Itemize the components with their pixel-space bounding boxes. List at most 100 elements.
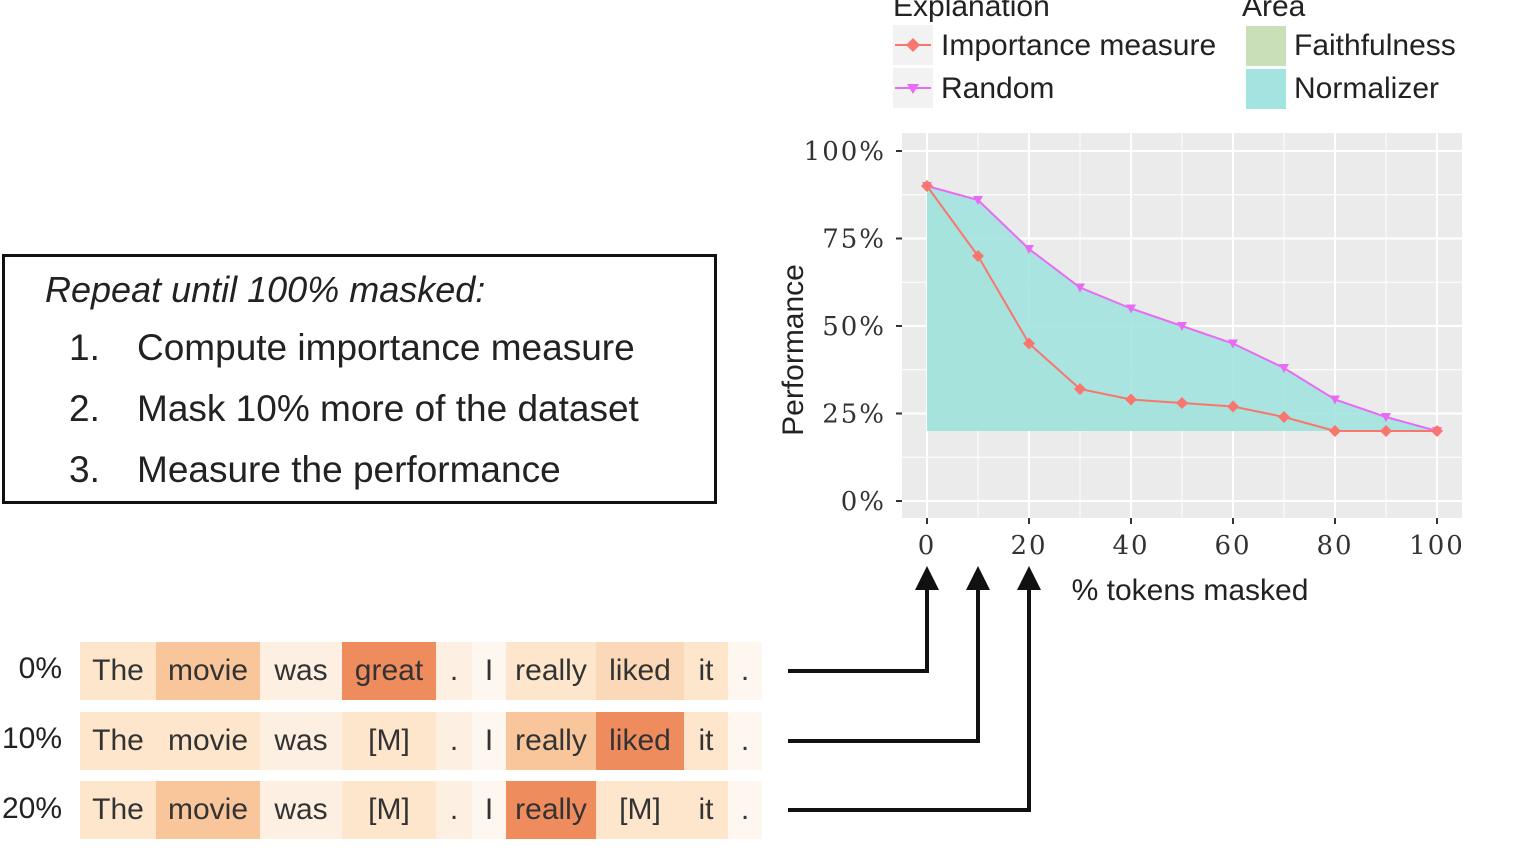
token: really xyxy=(506,642,596,700)
y-tick-label: 75% xyxy=(822,225,886,255)
importance-point xyxy=(1074,383,1086,395)
legend-random-triangle-icon xyxy=(907,84,919,94)
legend-title-area: Area xyxy=(1242,0,1306,23)
connector-line xyxy=(788,590,1031,812)
step-text: Mask 10% more of the dataset xyxy=(137,388,639,429)
token: it xyxy=(684,712,728,770)
normalizer-area xyxy=(927,186,1437,431)
token: I xyxy=(472,712,506,770)
legend-label-importance: Importance measure xyxy=(941,29,1216,62)
token: . xyxy=(728,712,762,770)
token: . xyxy=(436,712,472,770)
x-tick-label: 40 xyxy=(1112,531,1149,561)
arrowhead-icon xyxy=(915,566,939,590)
token: I xyxy=(472,781,506,839)
token: I xyxy=(472,642,506,700)
random-point xyxy=(1330,395,1340,405)
importance-point xyxy=(1023,337,1035,350)
random-point xyxy=(1228,339,1238,349)
y-tick-label: 50% xyxy=(822,312,886,342)
importance-point xyxy=(1227,400,1239,413)
step-text: Compute importance measure xyxy=(137,327,635,368)
token: [M] xyxy=(596,781,684,839)
connector-line xyxy=(788,590,929,673)
legend-label-normalizer: Normalizer xyxy=(1294,72,1439,105)
step-number: 3. xyxy=(69,449,100,490)
algorithm-step-3: 3. Measure the performance xyxy=(69,449,561,491)
y-tick-label: 0% xyxy=(841,487,886,517)
token: was xyxy=(260,642,342,700)
legend-label-faithfulness: Faithfulness xyxy=(1294,29,1456,62)
importance-point xyxy=(1176,397,1188,409)
random-point xyxy=(973,196,983,205)
algorithm-step-2: 2. Mask 10% more of the dataset xyxy=(69,388,639,430)
importance-point xyxy=(1125,393,1137,406)
random-point xyxy=(1075,283,1085,293)
random-point xyxy=(1126,304,1136,314)
token: it xyxy=(684,642,728,700)
row-label-10: 10% xyxy=(1,722,62,755)
token: [M] xyxy=(342,712,436,770)
step-number: 1. xyxy=(69,327,100,368)
random-point xyxy=(1024,245,1034,254)
token: liked xyxy=(596,642,684,700)
legend-importance-diamond-icon xyxy=(906,38,920,52)
random-point xyxy=(1177,322,1187,331)
x-tick-label: 20 xyxy=(1010,531,1047,561)
token: was xyxy=(260,781,342,839)
x-axis-ticks: 0 20 40 60 80 100 xyxy=(918,518,1465,561)
random-point xyxy=(1279,364,1289,373)
connector-arrows xyxy=(788,566,1041,812)
importance-point xyxy=(1380,425,1392,437)
token: great xyxy=(342,642,436,700)
arrowhead-icon xyxy=(1017,566,1041,590)
legend-title-explanation: Explanation xyxy=(893,0,1050,23)
token: movie xyxy=(156,712,260,770)
importance-point xyxy=(1329,425,1341,437)
row-label-20: 20% xyxy=(1,792,62,825)
x-tick-label: 100 xyxy=(1409,531,1465,561)
legend-faithfulness-swatch xyxy=(1246,26,1286,66)
shaded-areas xyxy=(927,186,1437,431)
step-number: 2. xyxy=(69,388,100,429)
y-axis-ticks: 0% 25% 50% 75% 100% xyxy=(804,137,902,517)
importance-point xyxy=(972,250,984,262)
token: The xyxy=(80,712,156,770)
x-tick-label: 60 xyxy=(1214,531,1251,561)
token: [M] xyxy=(342,781,436,839)
token: The xyxy=(80,781,156,839)
legend: Explanation Area Importance measure Rand… xyxy=(893,0,1456,109)
x-tick-label: 80 xyxy=(1316,531,1353,561)
random-point xyxy=(1381,413,1391,422)
importance-point xyxy=(1278,411,1290,423)
token: was xyxy=(260,712,342,770)
connector-line xyxy=(788,590,980,743)
legend-normalizer-swatch xyxy=(1246,69,1286,109)
token: . xyxy=(728,781,762,839)
token: . xyxy=(436,642,472,700)
legend-label-random: Random xyxy=(941,72,1054,105)
token: The xyxy=(80,642,156,700)
y-axis-title: Performance xyxy=(777,264,810,436)
arrowhead-icon xyxy=(966,566,990,590)
x-tick-label: 0 xyxy=(918,531,937,561)
y-tick-label: 100% xyxy=(804,137,886,167)
x-axis-title: % tokens masked xyxy=(1072,574,1309,607)
token: . xyxy=(436,781,472,839)
algorithm-heading: Repeat until 100% masked: xyxy=(45,269,486,310)
importance-point xyxy=(921,180,933,192)
token: really xyxy=(506,712,596,770)
y-tick-label: 25% xyxy=(822,400,886,430)
algorithm-box: Repeat until 100% masked: 1. Compute impo… xyxy=(2,254,717,504)
token: liked xyxy=(596,712,684,770)
token: really xyxy=(506,781,596,839)
token: it xyxy=(684,781,728,839)
algorithm-step-1: 1. Compute importance measure xyxy=(69,327,635,369)
token: movie xyxy=(156,781,260,839)
importance-point xyxy=(1431,425,1443,437)
row-label-0: 0% xyxy=(18,652,62,685)
